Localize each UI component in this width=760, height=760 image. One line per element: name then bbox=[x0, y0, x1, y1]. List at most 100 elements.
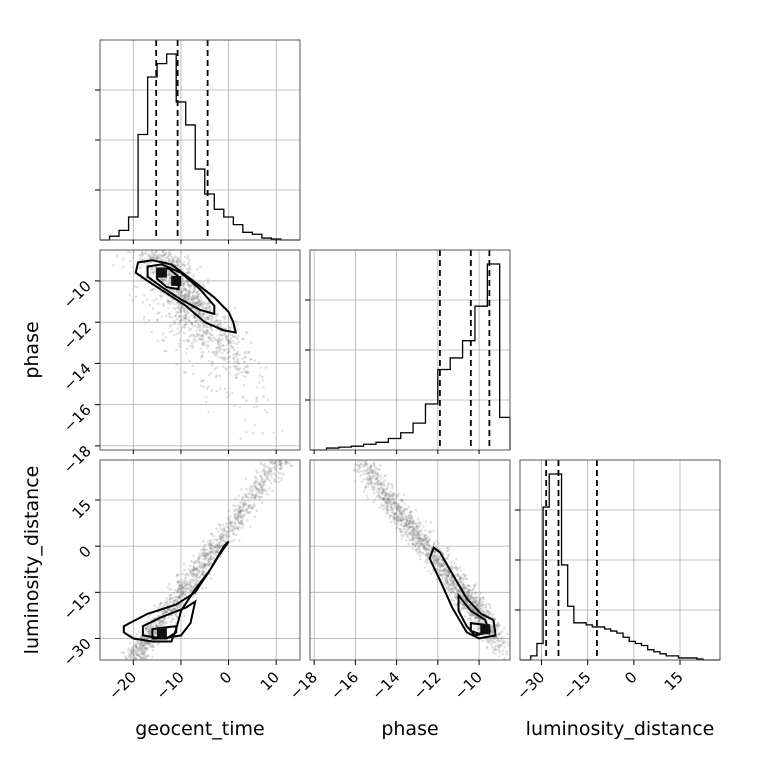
scatter-point bbox=[393, 501, 396, 505]
scatter-point bbox=[168, 608, 172, 611]
scatter-point bbox=[144, 647, 148, 651]
scatter-point bbox=[226, 516, 230, 520]
scatter-point bbox=[357, 464, 361, 468]
scatter-point bbox=[215, 366, 218, 370]
scatter-point bbox=[163, 253, 167, 257]
scatter-point bbox=[445, 580, 448, 583]
scatter-point bbox=[437, 561, 441, 564]
scatter-point bbox=[179, 591, 183, 594]
scatter-point bbox=[505, 650, 508, 653]
scatter-point bbox=[424, 520, 428, 524]
scatter-point bbox=[151, 256, 154, 260]
scatter-point bbox=[160, 277, 164, 281]
scatter-point bbox=[421, 539, 424, 542]
scatter-point bbox=[229, 342, 233, 345]
scatter-point bbox=[178, 584, 181, 588]
scatter-point bbox=[167, 258, 171, 261]
scatter-point bbox=[199, 555, 203, 558]
scatter-point bbox=[249, 358, 252, 361]
scatter-point bbox=[214, 375, 218, 379]
scatter-point bbox=[160, 257, 164, 260]
scatter-point bbox=[219, 345, 222, 348]
scatter-point bbox=[255, 396, 258, 400]
scatter-point bbox=[241, 522, 244, 525]
scatter-point bbox=[239, 506, 243, 509]
scatter-point bbox=[243, 502, 246, 506]
scatter-point bbox=[402, 508, 405, 511]
scatter-point bbox=[174, 314, 178, 317]
scatter-point bbox=[368, 474, 371, 478]
scatter-point bbox=[243, 418, 247, 422]
scatter-point bbox=[176, 573, 180, 577]
scatter-point bbox=[198, 310, 201, 314]
scatter-point bbox=[170, 597, 173, 600]
scatter-point bbox=[262, 468, 266, 471]
scatter-point bbox=[393, 512, 397, 516]
scatter-point bbox=[217, 322, 220, 326]
scatter-point bbox=[408, 521, 411, 525]
scatter-point bbox=[238, 371, 242, 374]
scatter-point bbox=[192, 315, 196, 319]
scatter-point bbox=[193, 567, 196, 570]
scatter-point bbox=[178, 596, 181, 599]
scatter-point bbox=[246, 364, 249, 367]
scatter-point bbox=[240, 508, 244, 512]
scatter-point bbox=[247, 511, 251, 514]
scatter-point bbox=[135, 646, 139, 650]
scatter-point bbox=[366, 469, 370, 472]
scatter-point bbox=[216, 548, 219, 552]
scatter-point bbox=[437, 563, 440, 566]
scatter-point bbox=[447, 571, 451, 575]
scatter-point bbox=[191, 574, 194, 578]
scatter-point bbox=[197, 299, 200, 302]
scatter-point bbox=[200, 302, 204, 306]
scatter-point bbox=[388, 516, 391, 520]
scatter-point bbox=[175, 261, 179, 264]
scatter-point bbox=[183, 280, 187, 284]
scatter-point bbox=[497, 622, 500, 625]
scatter-point bbox=[399, 505, 402, 509]
scatter-point bbox=[405, 518, 409, 522]
y-tick-label: −14 bbox=[60, 360, 95, 395]
scatter-point bbox=[207, 317, 210, 321]
scatter-point bbox=[223, 387, 227, 391]
scatter-point bbox=[263, 474, 267, 478]
scatter-point bbox=[465, 599, 468, 603]
scatter-point bbox=[183, 323, 187, 327]
scatter-point bbox=[386, 483, 390, 486]
scatter-point bbox=[466, 594, 469, 597]
scatter-point bbox=[216, 319, 219, 322]
scatter-point bbox=[263, 488, 267, 492]
scatter-point bbox=[213, 353, 216, 356]
scatter-point bbox=[179, 587, 182, 591]
scatter-point bbox=[206, 554, 209, 557]
scatter-point bbox=[372, 461, 376, 465]
scatter-point bbox=[392, 517, 396, 520]
scatter-point bbox=[160, 315, 164, 318]
scatter-point bbox=[249, 357, 253, 361]
scatter-point bbox=[494, 637, 498, 640]
scatter-point bbox=[254, 487, 258, 490]
scatter-point bbox=[198, 329, 202, 333]
scatter-point bbox=[159, 624, 162, 627]
scatter-point bbox=[169, 596, 172, 600]
scatter-point bbox=[205, 548, 209, 552]
scatter-point bbox=[183, 323, 186, 327]
scatter-point bbox=[467, 584, 470, 587]
scatter-point bbox=[428, 530, 432, 533]
scatter-point bbox=[216, 323, 220, 326]
scatter-point bbox=[475, 611, 479, 614]
x-tick-label: −16 bbox=[327, 668, 362, 703]
scatter-point bbox=[183, 264, 186, 267]
scatter-point bbox=[152, 645, 156, 649]
scatter-point bbox=[198, 324, 201, 327]
scatter-point bbox=[201, 334, 204, 337]
scatter-point bbox=[144, 627, 148, 631]
scatter-point bbox=[237, 509, 241, 513]
scatter-point bbox=[468, 597, 472, 600]
x-tick-label: 0 bbox=[216, 668, 235, 687]
scatter-point bbox=[404, 539, 408, 542]
scatter-point bbox=[447, 588, 451, 592]
scatter-point bbox=[225, 336, 229, 339]
scatter-point bbox=[263, 462, 267, 466]
